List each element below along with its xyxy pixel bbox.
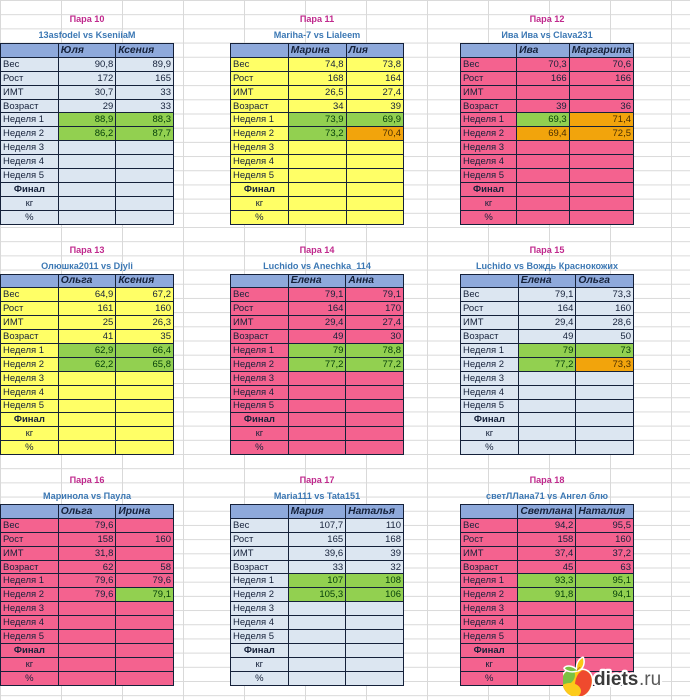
svg-text:.ru: .ru <box>639 669 661 690</box>
svg-text:diets: diets <box>594 669 638 690</box>
